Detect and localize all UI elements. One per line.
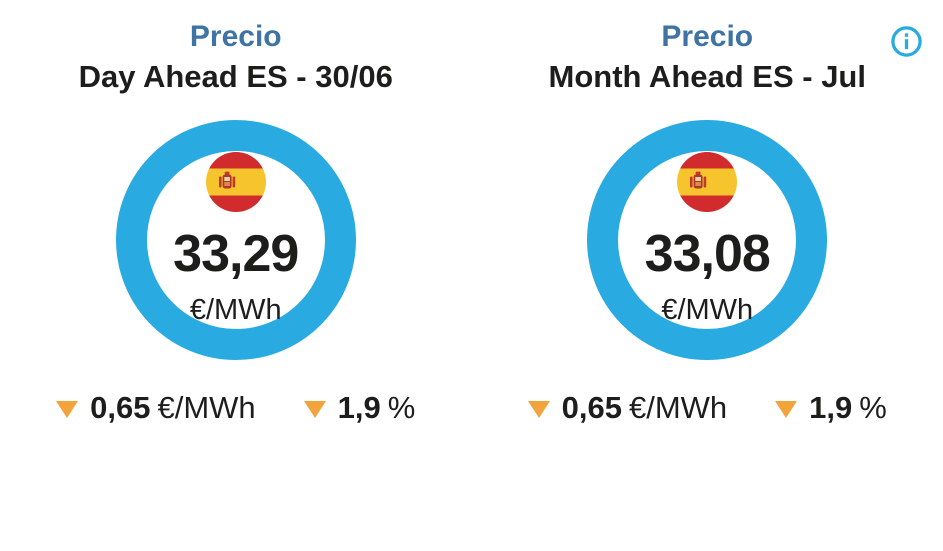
price-gauge: 33,29 €/MWh: [115, 119, 356, 360]
price-unit: €/MWh: [189, 294, 282, 327]
widget-subtitle: Month Ahead ES - Jul: [548, 58, 866, 94]
widget-title: Precio: [661, 20, 754, 53]
price-unit: €/MWh: [661, 294, 754, 327]
price-value: 33,29: [173, 225, 299, 284]
delta-unit: %: [387, 389, 416, 425]
widget-subtitle: Day Ahead ES - 30/06: [78, 58, 393, 94]
info-button[interactable]: [890, 25, 923, 58]
info-icon: [890, 26, 923, 61]
delta-absolute: 0,65 €/MWh: [527, 389, 728, 426]
spain-flag-icon: [677, 152, 738, 213]
triangle-down-icon: [527, 400, 550, 418]
delta-absolute: 0,65 €/MWh: [56, 390, 256, 426]
delta-percent: 1,9 %: [303, 389, 416, 426]
price-widget-day-ahead: Precio Day Ahead ES - 30/06: [56, 20, 415, 426]
triangle-down-icon: [775, 400, 798, 418]
delta-row: 0,65 €/MWh 1,9 %: [56, 390, 415, 426]
delta-unit: €/MWh: [157, 389, 256, 425]
price-gauge: 33,08 €/MWh: [587, 119, 828, 360]
delta-row: 0,65 €/MWh 1,9 %: [527, 389, 887, 426]
price-widget-month-ahead: Precio Month Ahead ES - Jul: [472, 0, 943, 551]
delta-value: 0,65: [90, 389, 151, 425]
delta-value: 1,9: [337, 389, 381, 425]
delta-percent: 1,9 %: [775, 390, 887, 426]
widget-title: Precio: [189, 20, 282, 53]
triangle-down-icon: [56, 400, 79, 418]
delta-unit: €/MWh: [628, 389, 728, 425]
delta-value: 1,9: [809, 389, 853, 425]
triangle-down-icon: [303, 400, 326, 418]
delta-value: 0,65: [561, 389, 622, 425]
price-value: 33,08: [644, 225, 771, 284]
spain-flag-icon: [205, 152, 266, 213]
delta-unit: %: [859, 389, 887, 425]
